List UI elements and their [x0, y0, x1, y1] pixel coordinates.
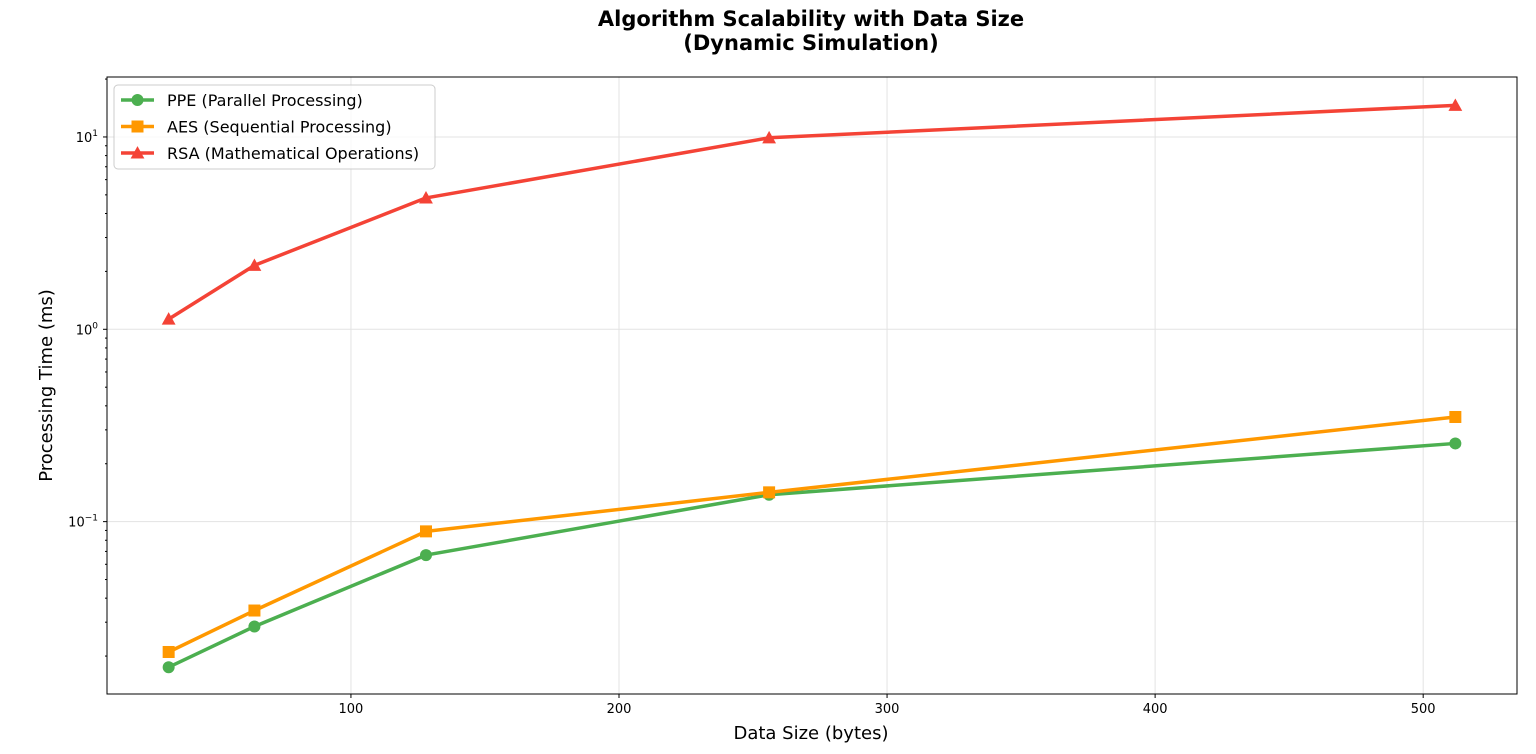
- series: [162, 437, 1462, 674]
- legend-box: [113, 84, 436, 170]
- data-point: [247, 258, 262, 271]
- x-tick-label: 100: [339, 702, 364, 717]
- data-point: [1449, 437, 1462, 450]
- plot-area-frame: [106, 76, 1518, 695]
- data-point: [161, 312, 176, 325]
- y-tick-label: 100: [76, 321, 99, 338]
- data-point: [1448, 98, 1463, 111]
- data-point: [131, 120, 144, 133]
- legend-item: PPE (Parallel Processing): [121, 91, 363, 110]
- y-axis-label: Processing Time (ms): [36, 289, 57, 482]
- data-point: [248, 620, 261, 633]
- series: [162, 410, 1462, 658]
- x-tick-label: 200: [607, 702, 632, 717]
- data-point: [162, 645, 175, 658]
- data-point: [162, 661, 175, 674]
- grid: [107, 77, 1517, 694]
- x-tick-label: 300: [875, 702, 900, 717]
- series-lines: [161, 98, 1463, 674]
- legend-item: RSA (Mathematical Operations): [121, 144, 419, 163]
- x-tick-label: 400: [1143, 702, 1168, 717]
- series: [161, 98, 1463, 325]
- chart-subtitle: (Dynamic Simulation): [683, 31, 938, 55]
- series-line: [167, 441, 1456, 669]
- series-line: [167, 415, 1456, 654]
- chart-title: Algorithm Scalability with Data Size: [598, 7, 1024, 31]
- legend-label: AES (Sequential Processing): [167, 118, 392, 137]
- data-point: [131, 94, 144, 106]
- data-point: [419, 525, 432, 538]
- data-point: [130, 146, 145, 159]
- data-point: [1449, 410, 1462, 423]
- legend: PPE (Parallel Processing) AES (Sequential…: [113, 84, 436, 170]
- data-point: [763, 486, 776, 499]
- legend-item: AES (Sequential Processing): [121, 118, 392, 137]
- y-tick-label: 10−1: [68, 514, 98, 531]
- data-point: [248, 604, 261, 617]
- axis-ticks: 100 200 300 400 500 10−1 100 101: [68, 78, 1436, 717]
- y-tick-label: 101: [76, 129, 98, 146]
- data-point: [419, 191, 433, 204]
- data-point: [762, 130, 777, 144]
- data-point: [419, 549, 432, 562]
- legend-label: RSA (Mathematical Operations): [167, 144, 419, 163]
- x-tick-label: 500: [1411, 702, 1436, 717]
- x-axis-label: Data Size (bytes): [733, 723, 888, 744]
- legend-label: PPE (Parallel Processing): [167, 91, 363, 110]
